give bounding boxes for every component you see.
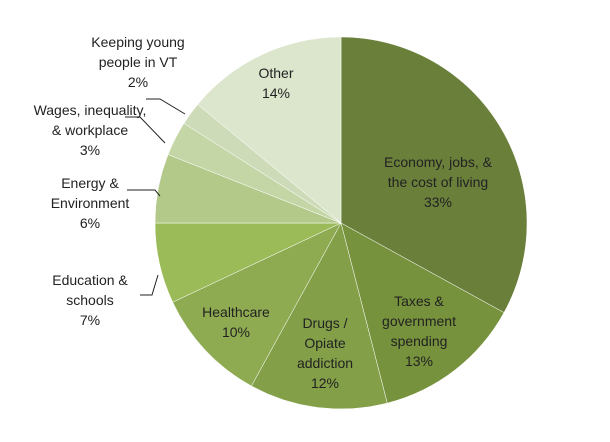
leader-line: [125, 116, 166, 144]
slice-category-label: people in VT: [99, 54, 178, 70]
slice-category-label: Healthcare: [202, 304, 270, 320]
slice-category-label: Taxes &: [394, 293, 444, 309]
slice-category-label: schools: [66, 292, 113, 308]
slice-percent-label: 12%: [311, 375, 339, 391]
slice-percent-label: 33%: [424, 194, 452, 210]
slice-percent-label: 2%: [128, 74, 148, 90]
slice-category-label: Environment: [51, 195, 130, 211]
slice-category-label: & workplace: [52, 122, 128, 138]
pie-slice: [340, 222, 505, 404]
slice-category-label: Education &: [52, 272, 128, 288]
slice-percent-label: 14%: [262, 85, 290, 101]
slice-category-label: Drugs /: [302, 315, 347, 331]
slice-category-label: Opiate: [304, 335, 345, 351]
pie-slice: [251, 222, 388, 410]
pie-slice: [172, 222, 342, 387]
slice-percent-label: 3%: [80, 142, 100, 158]
slice-category-label: spending: [391, 333, 448, 349]
slice-category-label: the cost of living: [388, 174, 488, 190]
leader-line: [146, 98, 186, 115]
slice-percent-label: 6%: [80, 215, 100, 231]
slice-category-label: Keeping young: [91, 34, 184, 50]
leader-line: [140, 274, 159, 296]
slice-category-label: addiction: [297, 355, 353, 371]
slice-percent-label: 7%: [80, 312, 100, 328]
slice-percent-label: 13%: [405, 353, 433, 369]
pie-slice: [340, 36, 528, 313]
slice-category-label: Economy, jobs, &: [384, 154, 493, 170]
slice-category-label: Energy &: [61, 175, 119, 191]
leader-line: [127, 189, 161, 197]
slice-category-label: government: [382, 313, 456, 329]
slice-category-label: Wages, inequality,: [34, 102, 147, 118]
pie-slice: [197, 36, 342, 224]
slice-category-label: Other: [258, 65, 293, 81]
slice-percent-label: 10%: [222, 324, 250, 340]
